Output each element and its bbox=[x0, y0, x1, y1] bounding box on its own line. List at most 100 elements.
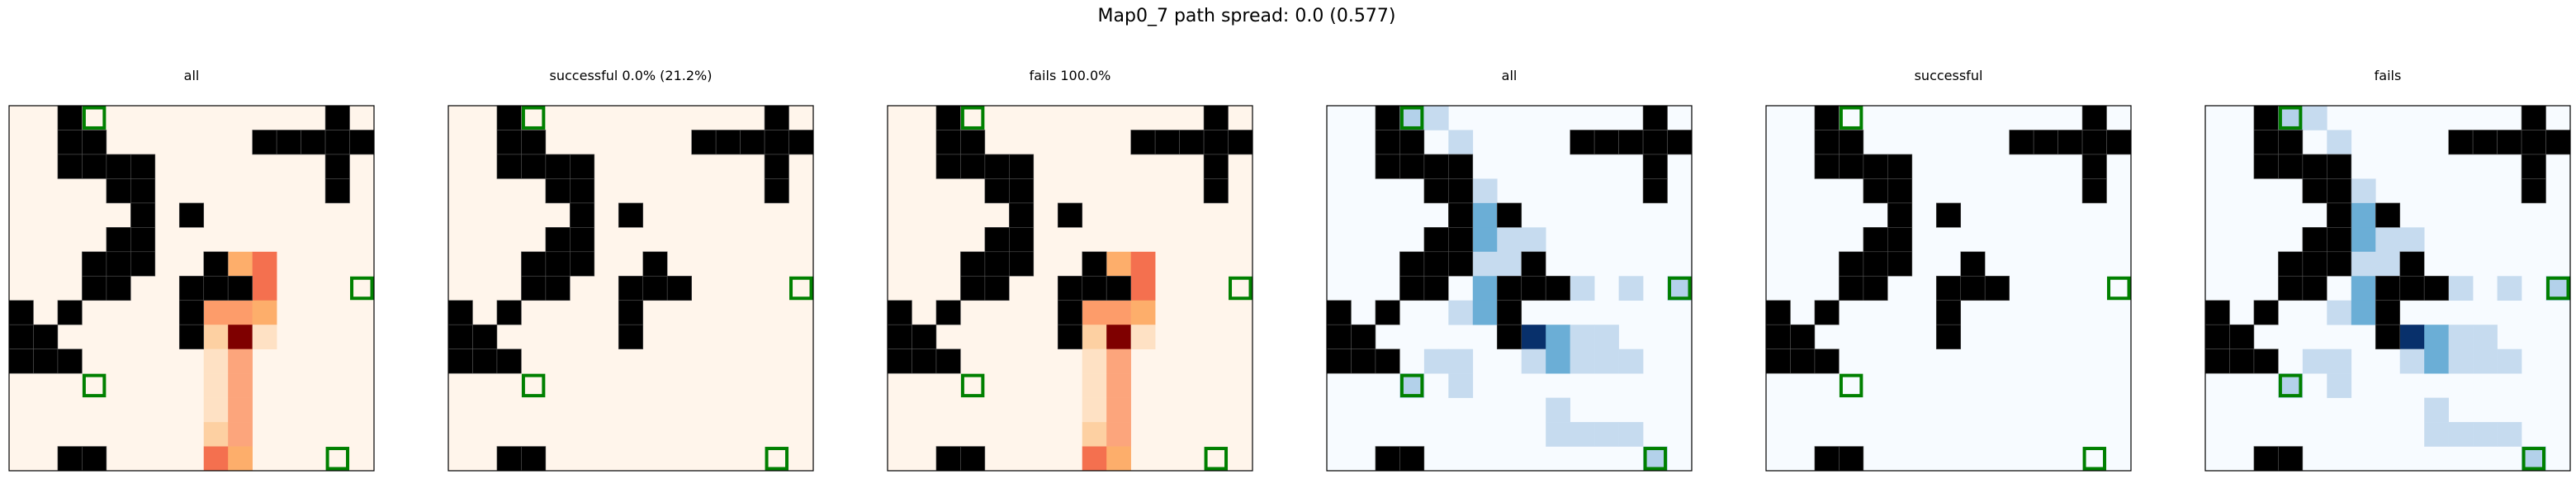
goal-marker bbox=[2107, 276, 2131, 301]
heat-cell bbox=[228, 373, 253, 398]
obstacle-cell bbox=[496, 154, 522, 179]
obstacle-cell bbox=[1082, 275, 1107, 301]
heat-cell bbox=[2497, 276, 2522, 301]
obstacle-cell bbox=[57, 300, 83, 325]
obstacle-cell bbox=[1790, 349, 1816, 374]
obstacle-cell bbox=[203, 275, 229, 301]
obstacle-cell bbox=[106, 154, 131, 179]
obstacle-cell bbox=[130, 202, 156, 228]
obstacle-cell bbox=[1423, 227, 1449, 253]
obstacle-cell bbox=[324, 130, 350, 155]
obstacle-cell bbox=[1765, 324, 1791, 349]
heat-cell bbox=[203, 300, 229, 325]
obstacle-cell bbox=[1423, 154, 1449, 179]
obstacle-cell bbox=[521, 275, 547, 301]
panel-title: all bbox=[184, 68, 200, 83]
obstacle-cell bbox=[57, 154, 83, 179]
heat-cell bbox=[1594, 422, 1619, 447]
obstacle-cell bbox=[1399, 275, 1425, 301]
heat-cell bbox=[252, 251, 277, 277]
obstacle-cell bbox=[545, 251, 571, 277]
goal-marker bbox=[1643, 447, 1668, 471]
goal-marker bbox=[960, 106, 985, 130]
goal-marker bbox=[765, 447, 789, 471]
heat-cell bbox=[1106, 422, 1131, 447]
heat-cell bbox=[1643, 446, 1668, 472]
heat-cell bbox=[252, 300, 277, 325]
obstacle-cell bbox=[178, 275, 205, 301]
heat-cell bbox=[1448, 373, 1474, 398]
panel-frame bbox=[1326, 105, 1693, 472]
goal-marker bbox=[2522, 447, 2546, 471]
heat-cell bbox=[1521, 325, 1546, 349]
goal-marker bbox=[350, 276, 374, 301]
obstacle-cell bbox=[472, 349, 498, 374]
obstacle-cell bbox=[1423, 178, 1449, 204]
heatmap-panel-5: successful bbox=[1765, 68, 2132, 472]
obstacle-cell bbox=[1642, 178, 1668, 204]
obstacle-cell bbox=[618, 275, 644, 301]
goal-marker bbox=[1229, 276, 1252, 301]
obstacle-cell bbox=[1057, 300, 1083, 325]
obstacle-cell bbox=[2204, 300, 2230, 325]
heat-cell bbox=[1106, 251, 1131, 277]
obstacle-cell bbox=[1863, 275, 1888, 301]
heat-cell bbox=[228, 325, 253, 349]
obstacle-cell bbox=[2497, 130, 2522, 155]
obstacle-cell bbox=[1399, 251, 1425, 277]
heat-cell bbox=[1423, 349, 1449, 374]
obstacle-cell bbox=[2081, 105, 2107, 130]
obstacle-cell bbox=[2229, 349, 2255, 374]
heat-cell bbox=[1106, 325, 1131, 349]
obstacle-cell bbox=[496, 130, 522, 155]
obstacle-cell bbox=[984, 275, 1010, 301]
obstacle-cell bbox=[1375, 349, 1400, 374]
obstacle-cell bbox=[82, 154, 107, 179]
goal-marker bbox=[1399, 106, 1424, 130]
obstacle-cell bbox=[2081, 178, 2107, 204]
goal-marker bbox=[1399, 373, 1424, 398]
obstacle-cell bbox=[1839, 251, 1864, 277]
heat-cell bbox=[1594, 325, 1619, 349]
obstacle-cell bbox=[545, 154, 571, 179]
obstacle-cell bbox=[642, 275, 668, 301]
obstacle-cell bbox=[715, 130, 741, 155]
obstacle-cell bbox=[2057, 130, 2083, 155]
obstacle-cell bbox=[740, 130, 765, 155]
heat-cell bbox=[1546, 397, 1570, 423]
obstacle-cell bbox=[960, 130, 986, 155]
obstacle-cell bbox=[2327, 154, 2352, 179]
obstacle-cell bbox=[1496, 275, 1522, 301]
heat-cell bbox=[1130, 251, 1156, 277]
obstacle-cell bbox=[960, 251, 986, 277]
obstacle-cell bbox=[276, 130, 301, 155]
heat-cell bbox=[2327, 373, 2352, 398]
obstacle-cell bbox=[82, 275, 107, 301]
heat-cell bbox=[1448, 130, 1474, 155]
obstacle-cell bbox=[666, 275, 692, 301]
obstacle-cell bbox=[1935, 300, 1962, 325]
obstacle-cell bbox=[33, 324, 59, 349]
obstacle-cell bbox=[2327, 202, 2352, 228]
obstacle-cell bbox=[960, 154, 986, 179]
obstacle-cell bbox=[1570, 130, 1595, 155]
heat-cell bbox=[2351, 178, 2376, 204]
heat-cell bbox=[1472, 227, 1498, 253]
obstacle-cell bbox=[1130, 130, 1156, 155]
heat-cell bbox=[1472, 251, 1498, 277]
heat-cell bbox=[2497, 422, 2522, 447]
obstacle-cell bbox=[1351, 324, 1376, 349]
obstacle-cell bbox=[301, 130, 326, 155]
obstacle-cell bbox=[2375, 202, 2401, 228]
obstacle-cell bbox=[2229, 324, 2255, 349]
goal-marker bbox=[2278, 373, 2303, 398]
obstacle-cell bbox=[1203, 154, 1229, 179]
obstacle-cell bbox=[1667, 130, 1693, 155]
goal-marker bbox=[1839, 106, 1863, 130]
obstacle-cell bbox=[324, 178, 350, 204]
heat-cell bbox=[1130, 276, 1156, 301]
heat-cell bbox=[1106, 349, 1131, 374]
obstacle-cell bbox=[496, 105, 522, 130]
obstacle-cell bbox=[2521, 154, 2546, 179]
goal-marker bbox=[1839, 373, 1863, 398]
